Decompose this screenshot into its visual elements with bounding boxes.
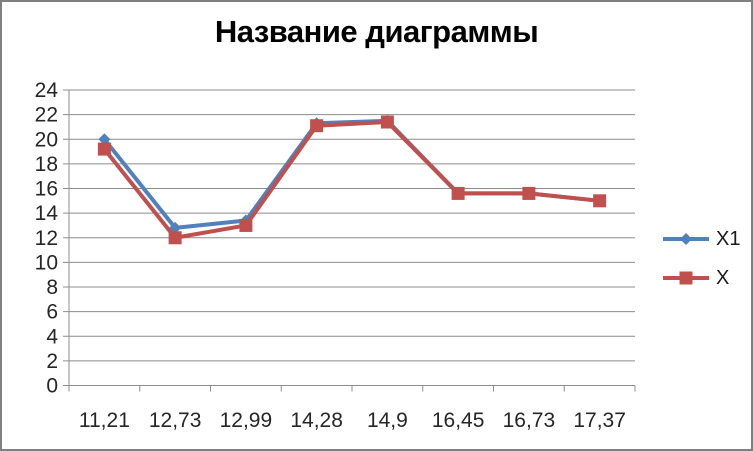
- y-tick-label: 22: [35, 104, 58, 127]
- y-tick-label: 6: [46, 301, 58, 324]
- legend-marker-x1-icon: [663, 233, 709, 245]
- x-category-label: 17,37: [573, 409, 626, 432]
- x-category-label: 11,21: [79, 409, 130, 432]
- series-marker-X1: [98, 133, 111, 146]
- x-category-label: 16,73: [503, 409, 556, 432]
- series-marker-X: [593, 194, 607, 208]
- legend-item-x1: X1: [662, 229, 740, 249]
- y-tick-label: 12: [35, 227, 58, 250]
- series-marker-X: [97, 142, 111, 156]
- series-marker-X: [310, 119, 324, 133]
- x-category-label: 16,45: [432, 409, 485, 432]
- y-tick-label: 0: [46, 375, 58, 398]
- y-tick-label: 10: [35, 251, 58, 274]
- y-tick-label: 8: [46, 276, 58, 299]
- series-marker-X: [522, 186, 536, 200]
- x-category-label: 14,9: [367, 409, 408, 432]
- series-marker-X: [239, 218, 253, 232]
- x-category-label: 14,28: [290, 409, 343, 432]
- series-marker-X: [168, 231, 182, 245]
- legend-label-x: X: [716, 267, 730, 289]
- y-tick-label: 24: [35, 79, 59, 102]
- x-category-label: 12,73: [149, 409, 202, 432]
- y-tick-label: 4: [46, 325, 58, 348]
- legend-label-x1: X1: [716, 228, 741, 250]
- series-marker-X: [380, 115, 394, 129]
- y-tick-label: 20: [35, 128, 58, 151]
- legend-marker-x-icon: [663, 271, 709, 285]
- series-line-X: [102, 120, 602, 240]
- chart-title: Название диаграммы: [214, 14, 539, 49]
- legend: X1 X: [662, 229, 740, 307]
- y-tick-label: 16: [35, 178, 58, 201]
- series-line-X1: [102, 118, 602, 230]
- y-tick-label: 14: [35, 202, 59, 225]
- legend-item-x: X: [662, 268, 740, 288]
- series-marker-X: [451, 186, 465, 200]
- y-tick-label: 18: [35, 153, 58, 176]
- y-tick-label: 2: [46, 350, 58, 373]
- x-category-label: 12,99: [220, 409, 273, 432]
